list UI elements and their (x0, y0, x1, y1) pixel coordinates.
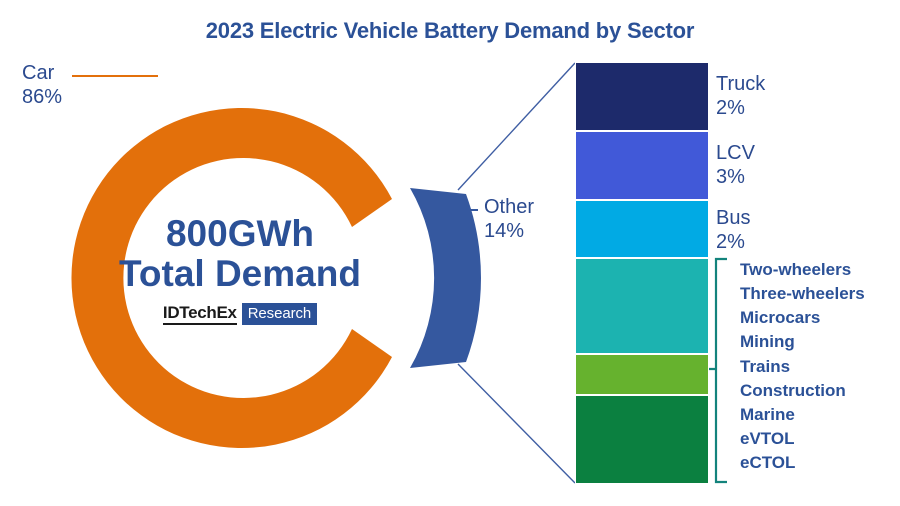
list-item: eCTOL (740, 453, 796, 472)
bar-label-bus-value: 2% (716, 231, 745, 253)
bar-label-lcv-value: 3% (716, 166, 745, 188)
connector-line-top (457, 62, 576, 191)
callout-other-label: Other (484, 196, 535, 218)
list-item: Mining (740, 332, 795, 352)
list-item: Construction (740, 380, 846, 400)
bar-segment-truck (575, 62, 709, 131)
bar-segment-micromobility (575, 258, 709, 354)
bar-label-truck-name: Truck (716, 73, 766, 95)
bar-segment-other-modes (575, 395, 709, 484)
bar-label-bus-name: Bus (716, 207, 751, 229)
bar-segment-bus (575, 200, 709, 258)
callout-other-value: 14% (484, 219, 525, 242)
list-item: eVTOL (740, 428, 795, 448)
bar-label-truck-value: 2% (716, 97, 745, 119)
other-sector-list: Two-wheelers Three-wheelers Microcars Mi… (740, 258, 865, 475)
callout-car-value: 86% (22, 85, 63, 108)
idtechex-logo: IDTechEx Research (75, 302, 405, 325)
total-value: 800GWh (165, 213, 315, 254)
logo-wordmark: IDTechEx (162, 303, 237, 325)
stacked-breakout-bar (575, 62, 709, 484)
callout-car: Car 86% (22, 62, 62, 109)
bar-segment-mining-trains (575, 354, 709, 395)
bar-label-bus: Bus 2% (716, 206, 750, 254)
bar-label-truck: Truck 2% (716, 72, 765, 120)
donut-slice-car (71, 108, 392, 448)
donut-slice-other (410, 188, 481, 368)
bar-segment-lcv (575, 131, 709, 200)
list-item: Three-wheelers (740, 284, 865, 304)
callout-other: Other 14% (484, 196, 534, 243)
bar-label-lcv-name: LCV (716, 142, 755, 164)
list-item: Trains (740, 356, 791, 376)
connector-line-bottom (457, 363, 576, 484)
list-item: Two-wheelers (740, 260, 852, 279)
grouping-bracket (708, 257, 727, 484)
logo-research-badge: Research (241, 302, 318, 325)
page-title: 2023 Electric Vehicle Battery Demand by … (205, 18, 695, 43)
callout-car-label: Car (22, 62, 55, 84)
bar-label-lcv: LCV 3% (716, 141, 755, 189)
total-caption: Total Demand (119, 252, 361, 294)
list-item: Marine (740, 404, 795, 424)
donut-center-label: 800GWh Total Demand IDTechEx Research (75, 214, 405, 325)
list-item: Microcars (740, 308, 821, 328)
